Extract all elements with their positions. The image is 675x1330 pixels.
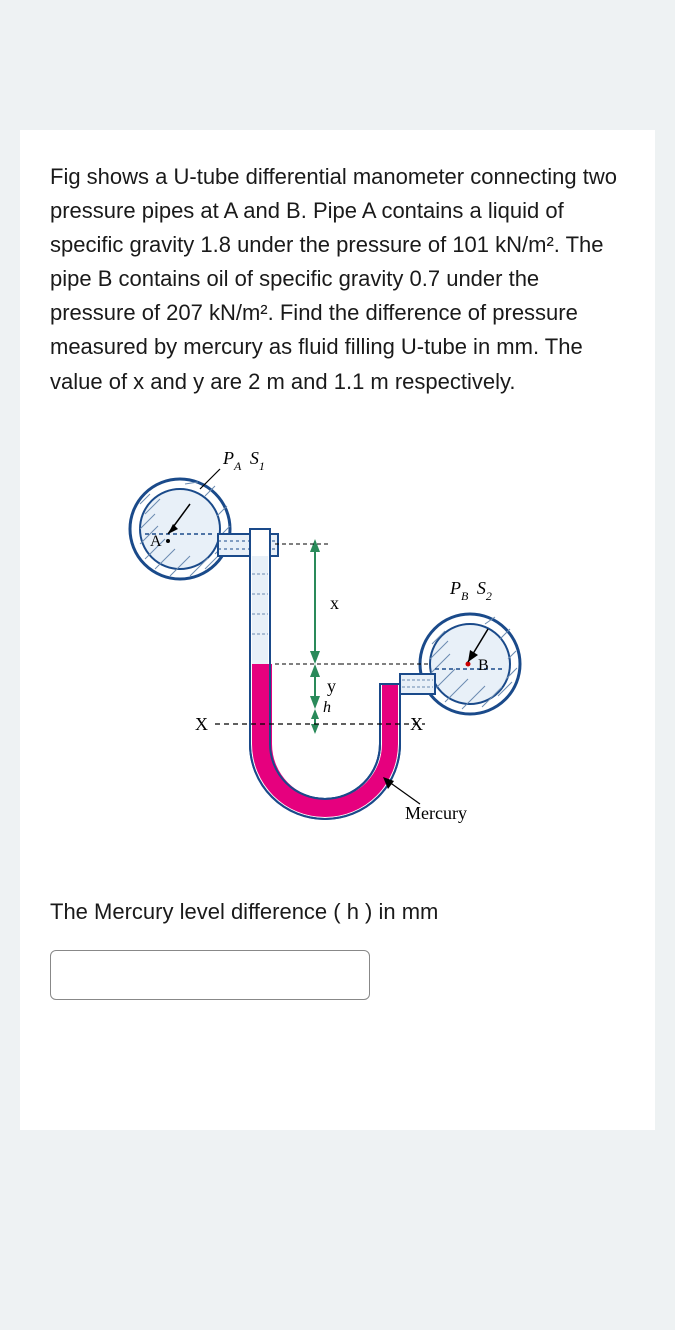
u-tube <box>250 529 400 819</box>
svg-text:PA S1: PA S1 <box>222 448 265 474</box>
mercury-label-group: Mercury <box>383 777 467 823</box>
datum-left-label: X <box>195 714 208 734</box>
h-label: h <box>323 699 331 716</box>
datum-right-label: X <box>410 714 423 734</box>
dim-x: x <box>275 539 339 664</box>
svg-text:PB S2: PB S2 <box>449 578 492 604</box>
y-label: y <box>327 676 336 696</box>
answer-input[interactable] <box>50 950 370 1000</box>
problem-text: Fig shows a U-tube differential manomete… <box>50 160 625 399</box>
point-a-label: A <box>150 533 162 550</box>
mercury-label: Mercury <box>405 803 467 823</box>
pipe-b: B <box>420 614 520 714</box>
point-b-label: B <box>478 657 489 674</box>
pipe-a: A <box>130 479 230 579</box>
x-label: x <box>330 593 339 613</box>
answer-prompt: The Mercury level difference ( h ) in mm <box>50 899 625 925</box>
manometer-svg: A <box>90 434 550 854</box>
manometer-figure: A <box>50 424 625 879</box>
question-card: Fig shows a U-tube differential manomete… <box>20 130 655 1130</box>
pb-s2-label: PB S2 <box>449 578 492 604</box>
pa-s1-label: PA S1 <box>200 448 265 489</box>
